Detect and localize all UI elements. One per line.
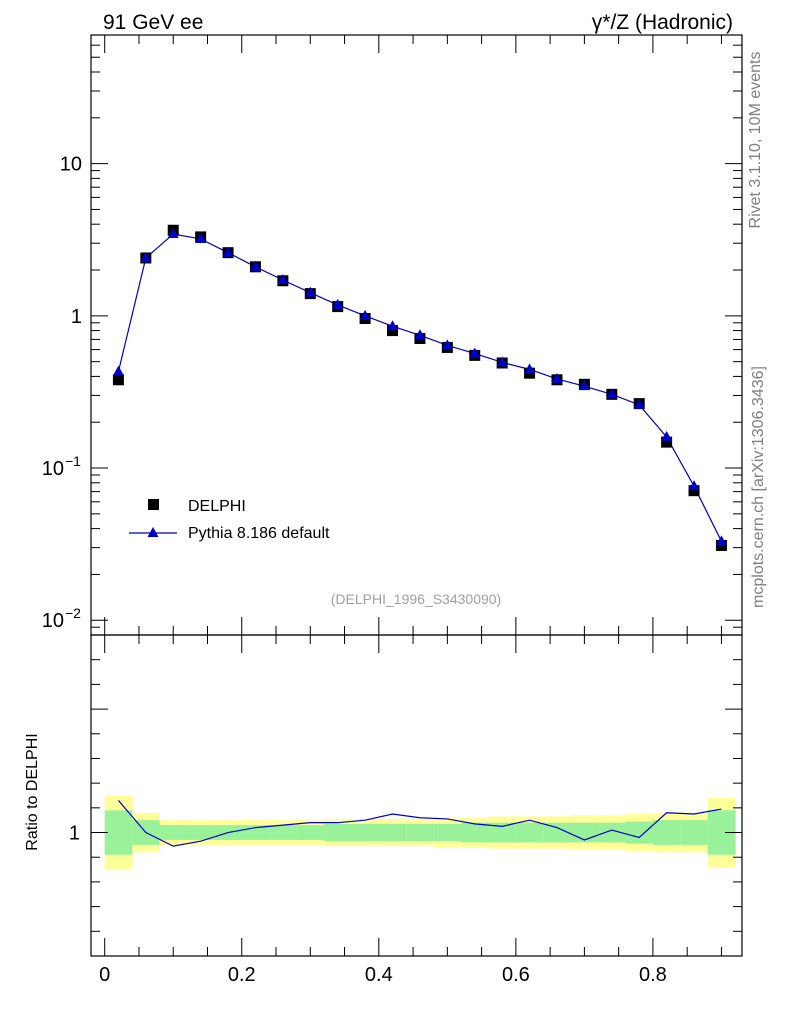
main-tick-label-2: 1 bbox=[71, 306, 82, 328]
ratio-tick-label-0: 1 bbox=[69, 823, 80, 845]
mc-point-14 bbox=[496, 356, 508, 367]
mc-point-13 bbox=[469, 347, 481, 358]
legend-data-label: DELPHI bbox=[188, 498, 246, 515]
band-inner-19 bbox=[625, 821, 654, 844]
ratio-ylabel: Ratio to DELPHI bbox=[24, 733, 41, 850]
band-inner-12 bbox=[433, 823, 462, 842]
data-point-0 bbox=[112, 374, 124, 386]
legend-data-marker bbox=[148, 499, 159, 510]
header-left: 91 GeV ee bbox=[103, 11, 203, 34]
band-inner-18 bbox=[598, 822, 627, 843]
x-tick-label-3: 0.6 bbox=[502, 964, 530, 986]
band-inner-13 bbox=[461, 822, 489, 843]
main-tick-exp-1: −1 bbox=[65, 453, 81, 469]
mc-point-10 bbox=[387, 320, 399, 331]
x-tick-label-0: 0 bbox=[99, 964, 110, 986]
mc-point-4 bbox=[222, 246, 234, 257]
main-tick-label-0: 10 bbox=[42, 610, 64, 632]
mc-point-21 bbox=[688, 480, 700, 491]
band-inner-3 bbox=[186, 825, 215, 840]
mc-point-15 bbox=[524, 363, 536, 374]
mc-point-20 bbox=[661, 430, 673, 441]
uncertainty-bands bbox=[104, 795, 736, 870]
band-inner-6 bbox=[269, 825, 298, 840]
data-point-10 bbox=[387, 325, 399, 337]
main-tick-label-1: 10 bbox=[42, 458, 64, 480]
main-tick-label-3: 10 bbox=[60, 154, 82, 176]
mc-point-6 bbox=[277, 273, 289, 284]
mc-point-2 bbox=[167, 227, 179, 238]
band-inner-16 bbox=[543, 822, 572, 843]
mcplots-label: mcplots.cern.ch [arXiv:1306.3436] bbox=[750, 366, 767, 608]
ratio-line-path bbox=[117, 800, 722, 847]
ratio-frame bbox=[90, 634, 743, 957]
mc-line-path bbox=[117, 233, 722, 542]
x-axis-ticks: 0 0.2 0.4 0.6 0.8 bbox=[99, 35, 722, 986]
mc-point-22 bbox=[715, 535, 727, 546]
mc-point-9 bbox=[359, 309, 371, 320]
x-tick-label-4: 0.8 bbox=[639, 964, 667, 986]
band-inner-0 bbox=[104, 810, 133, 855]
main-tick-exp-0: −2 bbox=[65, 605, 81, 621]
ratio-series-line bbox=[117, 800, 722, 847]
legend: DELPHI Pythia 8.186 default bbox=[129, 498, 330, 542]
band-inner-11 bbox=[406, 823, 435, 842]
band-inner-9 bbox=[351, 823, 380, 842]
ratio-y-ticks: 1 bbox=[69, 634, 742, 957]
legend-mc-label: Pythia 8.186 default bbox=[188, 525, 330, 542]
ratio-panel: 1 0 0.2 0.4 0.6 0.8 Ratio to DELPHI bbox=[24, 35, 743, 986]
mc-point-11 bbox=[414, 329, 426, 340]
mc-point-7 bbox=[304, 286, 316, 297]
data-point-22 bbox=[715, 539, 727, 551]
data-point-20 bbox=[661, 436, 673, 448]
mc-point-16 bbox=[551, 372, 563, 383]
mc-point-8 bbox=[332, 298, 344, 309]
mc-point-3 bbox=[195, 232, 207, 243]
analysis-label: (DELPHI_1996_S3430090) bbox=[331, 591, 501, 607]
mc-point-12 bbox=[441, 339, 453, 350]
band-inner-14 bbox=[488, 822, 517, 843]
band-inner-8 bbox=[323, 823, 352, 842]
band-inner-2 bbox=[159, 825, 188, 840]
data-point-21 bbox=[688, 485, 700, 497]
mc-series-points bbox=[112, 227, 727, 546]
legend-mc-marker bbox=[147, 527, 159, 537]
mc-point-1 bbox=[140, 251, 152, 262]
mc-point-17 bbox=[578, 380, 590, 391]
mc-point-18 bbox=[606, 388, 618, 399]
band-inner-10 bbox=[378, 823, 407, 842]
band-inner-21 bbox=[680, 820, 709, 845]
x-tick-label-1: 0.2 bbox=[228, 964, 256, 986]
band-inner-20 bbox=[652, 820, 681, 845]
rivet-label: Rivet 3.1.10, 10M events bbox=[747, 52, 764, 229]
mc-series-line bbox=[117, 233, 722, 542]
x-tick-label-2: 0.4 bbox=[365, 964, 393, 986]
mc-point-5 bbox=[249, 260, 261, 271]
header-right: γ*/Z (Hadronic) bbox=[592, 11, 733, 34]
band-inner-15 bbox=[515, 822, 544, 843]
band-inner-7 bbox=[296, 825, 325, 840]
mc-point-0 bbox=[112, 365, 124, 376]
mc-point-19 bbox=[633, 398, 645, 409]
